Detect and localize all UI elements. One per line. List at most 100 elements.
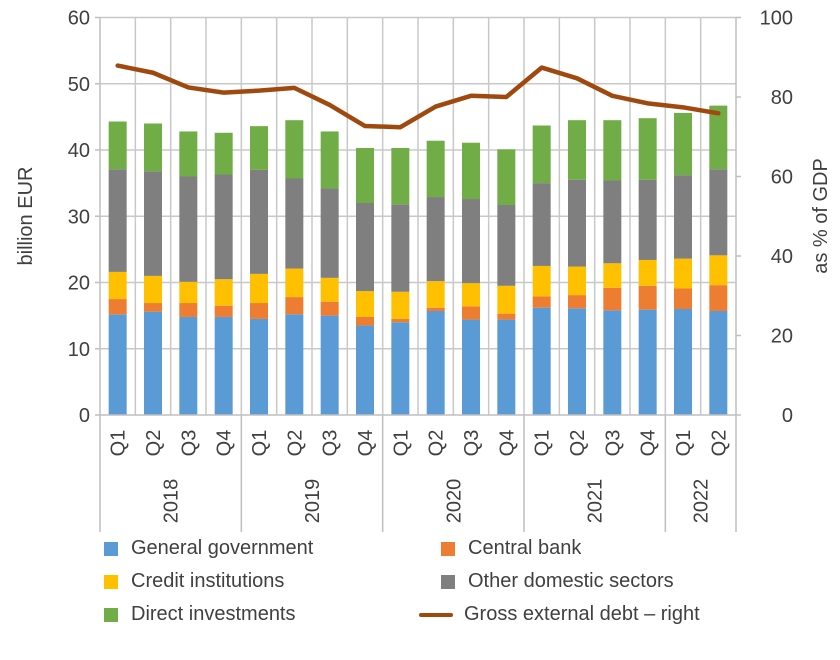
bar-segment-general-government [250,318,268,415]
bar-segment-other-domestic-sectors [214,174,233,280]
bar-segment-direct-investments [391,148,410,205]
bar-segment-direct-investments [285,120,304,179]
bar-segment-direct-investments [108,121,127,170]
bar-segment-general-government [497,319,516,415]
legend-label: Direct investments [131,603,296,625]
bar-segment-other-domestic-sectors [391,204,410,292]
bar-segment-credit-institutions [497,285,516,314]
bar-segment-credit-institutions [108,271,127,300]
quarter-label: Q3 [461,430,483,457]
bar-segment-other-domestic-sectors [497,204,516,286]
legend-color-swatch [104,574,118,589]
legend-item: Direct investments [104,603,296,626]
bar-segment-credit-institutions [250,273,268,304]
bar-segment-other-domestic-sectors [250,169,268,274]
bar-segment-credit-institutions [179,281,198,304]
bar-segment-central-bank [250,303,268,319]
quarter-label: Q4 [214,430,236,457]
right-tick-label: 20 [771,326,793,348]
left-tick-label: 10 [68,339,90,361]
bar-segment-general-government [709,310,728,415]
bar-segment-direct-investments [356,148,374,203]
legend-item: Gross external debt – right [419,603,700,626]
bar-segment-central-bank [568,295,586,309]
gross-external-debt-line [115,63,721,130]
bar-segment-general-government [568,308,586,415]
bar-segment-other-domestic-sectors [462,199,480,284]
bar-segment-general-government [638,309,657,415]
quarter-label: Q1 [673,430,695,457]
right-axis-ticks: 0 20 40 60 80 100 [760,8,793,428]
right-tick-label: 60 [771,167,793,189]
legend-color-swatch [441,541,455,556]
quarter-label: Q2 [284,430,306,457]
quarter-label: Q3 [320,430,342,457]
bar-segment-credit-institutions [144,275,162,304]
bar-segment-other-domestic-sectors [179,176,198,282]
bar-segment-central-bank [179,303,198,317]
quarter-label: Q2 [708,430,730,457]
quarter-label: Q4 [355,430,377,457]
quarter-label: Q1 [108,430,130,457]
year-label: 2022 [691,479,713,524]
bar-segment-general-government [179,316,198,415]
quarter-label: Q2 [143,430,165,457]
bar-segment-other-domestic-sectors [356,203,374,292]
bar-segment-direct-investments [250,126,268,170]
legend-line-swatch [419,612,453,617]
bar-segment-credit-institutions [568,266,586,296]
bar-segment-general-government [462,319,480,415]
bar-segment-credit-institutions [426,281,445,308]
bar-segment-other-domestic-sectors [108,169,127,272]
bar-segment-direct-investments [568,120,586,180]
legend-label: Central bank [468,537,582,559]
right-tick-label: 40 [771,246,793,268]
quarter-label: Q4 [496,430,518,457]
bar-segment-central-bank [532,296,551,308]
quarter-label: Q4 [638,430,660,457]
left-tick-label: 20 [68,273,90,295]
legend-item: Central bank [441,537,581,560]
bar-segment-credit-institutions [532,265,551,297]
bar-segment-direct-investments [532,125,551,184]
bar-segment-direct-investments [214,132,233,175]
right-axis-title: as % of GDP [810,158,832,274]
bar-segment-central-bank [426,307,445,311]
left-tick-label: 40 [68,140,90,162]
legend-label: Credit institutions [131,570,285,592]
bar-segment-other-domestic-sectors [426,197,445,282]
legend-label: General government [131,537,314,559]
bar-segment-general-government [426,310,445,415]
quarter-label: Q3 [602,430,624,457]
debt-line-layer [115,63,721,130]
bar-segment-credit-institutions [709,255,728,286]
bar-segment-central-bank [214,305,233,317]
legend-label: Gross external debt – right [464,603,700,625]
year-label: 2019 [302,479,324,524]
gridlines [100,16,736,415]
right-tick-label: 100 [760,8,793,30]
bar-segment-other-domestic-sectors [709,169,728,256]
bar-segment-direct-investments [426,140,445,198]
legend-item: Other domestic sectors [441,570,674,593]
bar-segment-credit-institutions [674,258,692,289]
bar-segment-direct-investments [603,120,622,181]
bar-segment-general-government [144,311,162,415]
bar-segment-general-government [108,314,127,415]
bar-segment-credit-institutions [603,263,622,288]
bar-segment-other-domestic-sectors [674,175,692,259]
legend-color-swatch [104,541,118,556]
bar-segment-other-domestic-sectors [285,178,304,269]
right-tick-label: 80 [771,87,793,109]
year-label: 2018 [161,479,183,524]
bar-segment-direct-investments [674,112,692,176]
left-tick-label: 50 [68,74,90,96]
legend-label: Other domestic sectors [468,570,674,592]
bar-segment-central-bank [356,316,374,326]
bar-segment-central-bank [108,299,127,315]
bar-segment-direct-investments [462,142,480,200]
bar-segment-general-government [214,316,233,415]
bar-segment-other-domestic-sectors [320,188,339,278]
bar-segment-direct-investments [709,105,728,170]
bar-segment-central-bank [497,313,516,320]
